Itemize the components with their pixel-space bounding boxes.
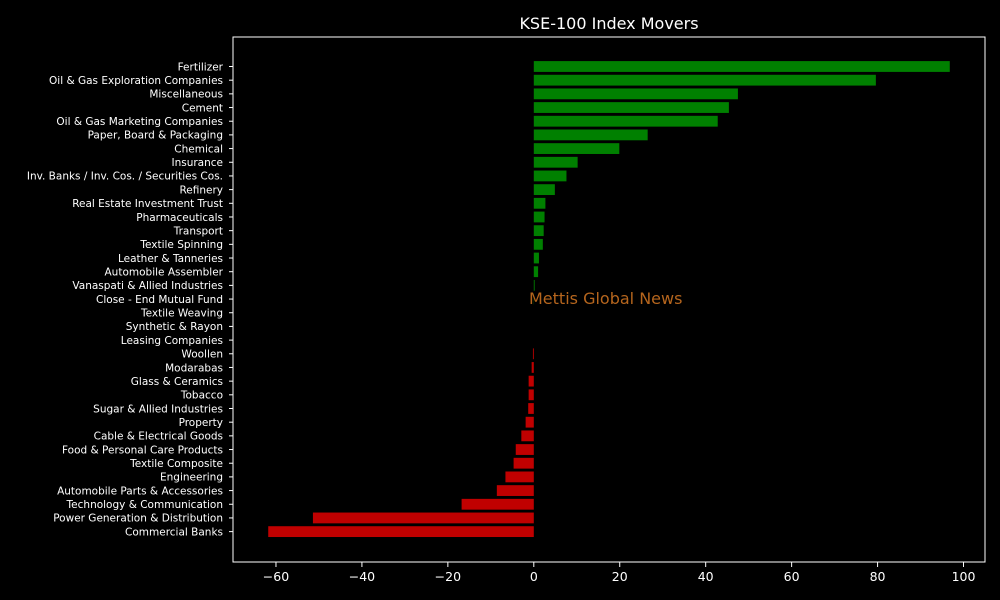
x-tick-label: −20: [435, 569, 461, 584]
x-axis: −60 −40 −20 0 20 40 60 80 100: [263, 562, 976, 584]
bar: [268, 526, 534, 538]
bar: [525, 416, 534, 428]
category-label: Cement: [182, 102, 223, 114]
bar: [528, 375, 534, 387]
category-label: Food & Personal Care Products: [62, 444, 223, 456]
category-label: Textile Composite: [129, 458, 223, 470]
bar: [528, 389, 534, 401]
bar: [528, 403, 534, 414]
category-label: Cable & Electrical Goods: [94, 431, 223, 443]
category-label: Sugar & Allied Industries: [93, 403, 223, 415]
category-label: Chemical: [174, 143, 223, 155]
bar: [505, 471, 534, 483]
category-label: Textile Spinning: [139, 239, 223, 251]
bar: [515, 444, 534, 455]
category-label: Oil & Gas Exploration Companies: [49, 75, 223, 87]
bar: [533, 61, 950, 72]
category-label: Leather & Tanneries: [118, 253, 223, 265]
x-tick-label: 0: [530, 569, 538, 584]
bar: [533, 74, 876, 86]
category-label: Insurance: [171, 157, 223, 169]
x-tick-label: 40: [698, 569, 714, 584]
bar: [533, 279, 535, 291]
category-label: Close - End Mutual Fund: [96, 294, 223, 306]
x-tick-label: −40: [349, 569, 375, 584]
category-label: Pharmaceuticals: [136, 212, 223, 224]
x-tick-label: −60: [263, 569, 289, 584]
bar: [533, 238, 543, 250]
category-label: Oil & Gas Marketing Companies: [56, 116, 223, 128]
category-label: Glass & Ceramics: [131, 376, 223, 388]
category-label: Property: [179, 417, 223, 429]
category-label: Power Generation & Distribution: [53, 513, 223, 525]
category-label: Commercial Banks: [125, 526, 223, 538]
category-label: Automobile Assembler: [105, 267, 224, 279]
bar: [533, 225, 544, 237]
category-label: Leasing Companies: [121, 335, 223, 347]
bar: [533, 197, 546, 209]
bar: [496, 485, 534, 496]
category-label: Real Estate Investment Trust: [72, 198, 223, 210]
bar: [533, 266, 539, 278]
bars-group: [268, 61, 950, 538]
category-label: Inv. Banks / Inv. Cos. / Securities Cos.: [27, 171, 223, 183]
category-label: Engineering: [160, 472, 223, 484]
bar: [533, 143, 620, 154]
chart-title: KSE-100 Index Movers: [519, 14, 698, 33]
category-label: Fertilizer: [178, 61, 224, 73]
category-label: Technology & Communication: [66, 499, 223, 511]
x-tick-label: 20: [612, 569, 628, 584]
category-label: Paper, Board & Packaging: [88, 130, 223, 142]
plot-frame: [232, 36, 986, 563]
category-label: Textile Weaving: [140, 308, 223, 320]
bar: [521, 430, 534, 442]
bar: [532, 348, 534, 360]
bar: [533, 170, 567, 182]
watermark-text: Mettis Global News: [529, 289, 682, 308]
category-label: Automobile Parts & Accessories: [57, 485, 223, 497]
bar: [533, 102, 729, 113]
bar: [533, 211, 545, 223]
bar: [533, 88, 738, 100]
bar: [533, 129, 648, 141]
category-label: Modarabas: [165, 362, 223, 374]
category-label: Miscellaneous: [149, 89, 223, 101]
bar: [533, 115, 718, 127]
category-label: Transport: [173, 225, 223, 237]
x-tick-label: 80: [870, 569, 886, 584]
x-tick-label: 60: [784, 569, 800, 584]
bar: [533, 156, 578, 168]
category-labels-group: Fertilizer Oil & Gas Exploration Companie…: [27, 61, 233, 538]
bar: [461, 498, 534, 510]
bar: [531, 362, 534, 373]
bar: [533, 184, 555, 196]
bar: [513, 457, 534, 469]
x-tick-label: 100: [952, 569, 976, 584]
category-label: Vanaspati & Allied Industries: [72, 280, 223, 292]
bar: [312, 512, 534, 524]
category-label: Woollen: [181, 349, 223, 361]
bar: [533, 252, 539, 264]
category-label: Refinery: [179, 184, 223, 196]
category-label: Synthetic & Rayon: [126, 321, 223, 333]
category-label: Tobacco: [180, 390, 223, 402]
